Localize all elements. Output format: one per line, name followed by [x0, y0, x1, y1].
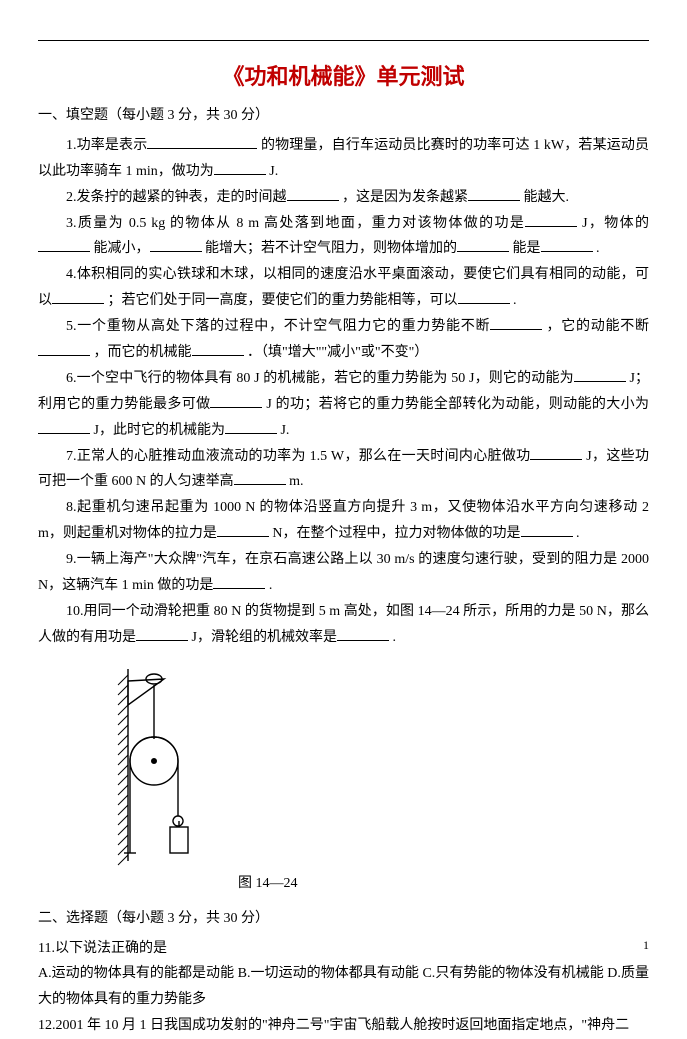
q9-p2: .: [269, 578, 273, 593]
q6-p1: 6.一个空中飞行的物体具有 80 J 的机械能，若它的重力势能为 50 J，则它…: [66, 371, 574, 386]
blank: [38, 237, 90, 252]
blank: [458, 289, 510, 304]
q7-p3: m.: [289, 474, 303, 489]
figure-caption: 图 14—24: [238, 872, 649, 892]
q5-p2: ，它的动能不断: [547, 319, 650, 334]
blank: [150, 237, 202, 252]
question-6: 6.一个空中飞行的物体具有 80 J 的机械能，若它的重力势能为 50 J，则它…: [38, 366, 649, 444]
q6-p3: J 的功；若将它的重力势能全部转化为动能，则动能的大小为: [266, 397, 649, 412]
blank: [287, 186, 339, 201]
question-5: 5.一个重物从高处下落的过程中，不计空气阻力它的重力势能不断 ，它的动能不断 ，…: [38, 314, 649, 366]
q5-p3: ，而它的机械能: [94, 345, 192, 360]
blank: [38, 341, 90, 356]
q4-p3: .: [513, 293, 517, 308]
blank: [541, 237, 593, 252]
q1-p3: J.: [269, 164, 278, 179]
blank: [337, 626, 389, 641]
question-10: 10.用同一个动滑轮把重 80 N 的货物提到 5 m 高处，如图 14—24 …: [38, 599, 649, 651]
q2-p2: ，这是因为发条越紧: [342, 190, 468, 205]
blank: [574, 367, 626, 382]
q6-p4: J，此时它的机械能为: [94, 423, 225, 438]
q2-p3: 能越大.: [524, 190, 570, 205]
top-rule: [38, 40, 649, 41]
blank: [38, 419, 90, 434]
blank: [530, 445, 582, 460]
q3-p6: .: [596, 241, 600, 256]
blank: [457, 237, 509, 252]
question-11-options: A.运动的物体具有的能都是动能 B.一切运动的物体都具有动能 C.只有势能的物体…: [38, 961, 649, 1013]
q3-p1: 3.质量为 0.5 kg 的物体从 8 m 高处落到地面，重力对该物体做的功是: [66, 216, 525, 231]
q6-p5: J.: [280, 423, 289, 438]
blank: [468, 186, 520, 201]
blank: [147, 134, 257, 149]
page-number: 1: [643, 938, 649, 953]
figure-14-24: [98, 661, 649, 876]
q10-p3: .: [392, 630, 396, 645]
blank: [234, 470, 286, 485]
q2-p1: 2.发条拧的越紧的钟表，走的时间越: [66, 190, 287, 205]
question-7: 7.正常人的心脏推动血液流动的功率为 1.5 W，那么在一天时间内心脏做功 J，…: [38, 444, 649, 496]
question-2: 2.发条拧的越紧的钟表，走的时间越 ，这是因为发条越紧 能越大.: [38, 185, 649, 211]
q8-p3: .: [576, 526, 580, 541]
q7-p1: 7.正常人的心脏推动血液流动的功率为 1.5 W，那么在一天时间内心脏做功: [66, 449, 530, 464]
q3-p4: 能增大；若不计空气阻力，则物体增加的: [205, 241, 457, 256]
blank: [521, 522, 573, 537]
q8-p2: N，在整个过程中，拉力对物体做的功是: [272, 526, 520, 541]
question-8: 8.起重机匀速吊起重为 1000 N 的物体沿竖直方向提升 3 m，又使物体沿水…: [38, 495, 649, 547]
question-3: 3.质量为 0.5 kg 的物体从 8 m 高处落到地面，重力对该物体做的功是 …: [38, 211, 649, 263]
q3-p2: J，物体的: [582, 216, 649, 231]
q5-p4: ．（填"增大""减小"或"不变"）: [247, 345, 428, 360]
page-title: 《功和机械能》单元测试: [38, 59, 649, 91]
blank: [136, 626, 188, 641]
question-9: 9.一辆上海产"大众牌"汽车，在京石高速公路上以 30 m/s 的速度匀速行驶，…: [38, 547, 649, 599]
q3-p3: 能减小，: [94, 241, 150, 256]
question-4: 4.体积相同的实心铁球和木球，以相同的速度沿水平桌面滚动，要使它们具有相同的动能…: [38, 262, 649, 314]
q10-p2: J，滑轮组的机械效率是: [192, 630, 337, 645]
blank: [210, 393, 262, 408]
question-12: 12.2001 年 10 月 1 日我国成功发射的"神舟二号"宇宙飞船载人舱按时…: [38, 1013, 649, 1039]
section-1-heading: 一、填空题（每小题 3 分，共 30 分）: [38, 103, 649, 129]
blank: [525, 212, 577, 227]
blank: [490, 315, 542, 330]
blank: [52, 289, 104, 304]
blank: [225, 419, 277, 434]
question-1: 1.功率是表示 的物理量，自行车运动员比赛时的功率可达 1 kW，若某运动员以此…: [38, 133, 649, 185]
blank: [213, 574, 265, 589]
q9-p1: 9.一辆上海产"大众牌"汽车，在京石高速公路上以 30 m/s 的速度匀速行驶，…: [38, 552, 649, 593]
question-11-stem: 11.以下说法正确的是: [38, 936, 649, 962]
q3-p5: 能是: [513, 241, 541, 256]
q1-p1: 1.功率是表示: [66, 138, 147, 153]
q4-p2: ；若它们处于同一高度，要使它们的重力势能相等，可以: [108, 293, 458, 308]
pulley-diagram-icon: [98, 661, 248, 871]
blank: [217, 522, 269, 537]
blank: [214, 160, 266, 175]
q5-p1: 5.一个重物从高处下落的过程中，不计空气阻力它的重力势能不断: [66, 319, 490, 334]
section-2-heading: 二、选择题（每小题 3 分，共 30 分）: [38, 906, 649, 932]
blank: [192, 341, 244, 356]
